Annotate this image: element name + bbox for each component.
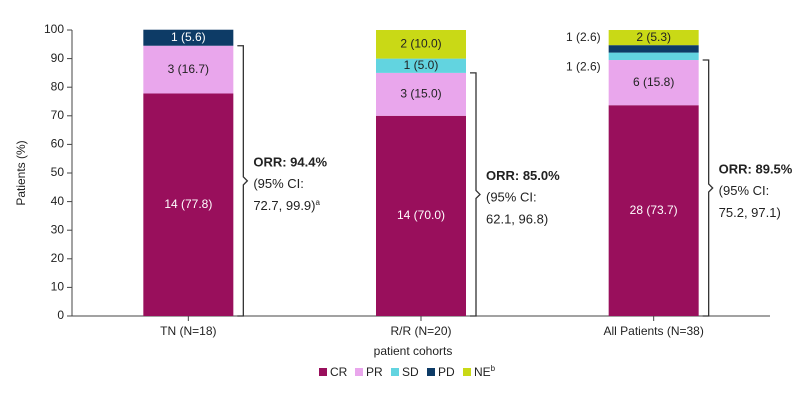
legend-swatch [391, 368, 399, 376]
legend-name: SD [402, 365, 419, 379]
bar-segment [608, 60, 699, 106]
orr-ci-text: (95% CI: [719, 183, 770, 198]
x-tick-label: All Patients (N=38) [603, 324, 703, 338]
legend-name: PR [366, 365, 383, 379]
y-tick-label: 20 [51, 251, 65, 265]
bar-segment [143, 29, 234, 46]
orr-ci-text: 72.7, 99.9) [253, 198, 315, 213]
orr-bracket [470, 72, 481, 317]
y-tick-label: 90 [51, 51, 65, 65]
legend-note: b [491, 364, 496, 373]
y-axis-label: Patients (%) [14, 140, 28, 205]
y-tick-label: 50 [51, 165, 65, 179]
bar-segment [376, 58, 466, 73]
y-tick-label: 80 [51, 79, 65, 93]
legend-label: PD [438, 365, 455, 379]
y-tick-label: 70 [51, 108, 65, 122]
y-tick-label: 30 [51, 222, 65, 236]
y-tick-label: 0 [57, 308, 64, 322]
legend-name: PD [438, 365, 455, 379]
data-label: 1 (5.6) [171, 30, 206, 44]
legend-label: SD [402, 365, 419, 379]
y-tick-label: 10 [51, 280, 65, 294]
data-label: 14 (77.8) [164, 197, 212, 211]
orr-ci-text: (95% CI: [486, 190, 537, 205]
x-axis-label: patient cohorts [374, 344, 453, 358]
orr-title: ORR: 85.0% [486, 168, 560, 183]
data-label: 1 (5.0) [404, 58, 439, 72]
data-label: 1 (2.6) [566, 59, 601, 73]
data-label: 2 (5.3) [636, 30, 671, 44]
x-tick-label: TN (N=18) [160, 324, 216, 338]
bar-segment [608, 45, 699, 53]
bar-segment [608, 105, 699, 316]
data-label: 3 (16.7) [168, 62, 209, 76]
y-tick-label: 60 [51, 137, 65, 151]
orr-ci-text: 62.1, 96.8) [486, 212, 548, 227]
orr-ci: 75.2, 97.1) [719, 205, 781, 220]
x-tick-label: R/R (N=20) [390, 324, 451, 338]
legend-swatch [319, 368, 327, 376]
bar-segment [376, 72, 466, 116]
y-tick-label: 100 [44, 22, 64, 36]
data-label: 3 (15.0) [400, 87, 441, 101]
orr-ci: 62.1, 96.8) [486, 212, 548, 227]
data-label: 28 (73.7) [630, 203, 678, 217]
legend-swatch [463, 368, 471, 376]
data-label: 1 (2.6) [566, 30, 601, 44]
legend-label: PR [366, 365, 383, 379]
bar-segment [143, 45, 234, 94]
data-label: 14 (70.0) [397, 208, 445, 222]
orr-ci-text: 75.2, 97.1) [719, 205, 781, 220]
bar-segment [608, 30, 699, 46]
legend-swatch [427, 368, 435, 376]
bar-segment [143, 93, 234, 316]
y-tick-label: 40 [51, 194, 65, 208]
legend-name: NE [474, 365, 491, 379]
legend-label: NEb [474, 364, 496, 380]
orr-bracket [702, 59, 714, 317]
orr-title: ORR: 94.4% [253, 154, 327, 169]
data-label: 6 (15.8) [633, 75, 674, 89]
orr-bracket [237, 45, 249, 317]
orr-ci-text: (95% CI: [253, 176, 304, 191]
orr-title: ORR: 89.5% [719, 161, 793, 176]
orr-ci: (95% CI: [253, 176, 304, 191]
legend-label: CR [330, 365, 348, 379]
orr-ci: 72.7, 99.9)a [253, 197, 320, 213]
bar-segment [376, 115, 466, 316]
orr-footnote: a [315, 197, 320, 206]
legend-swatch [355, 368, 363, 376]
legend-name: CR [330, 365, 348, 379]
data-label: 2 (10.0) [400, 36, 441, 50]
bar-segment [376, 30, 466, 59]
bar-segment [608, 52, 699, 61]
orr-ci: (95% CI: [719, 183, 770, 198]
orr-ci: (95% CI: [486, 190, 537, 205]
